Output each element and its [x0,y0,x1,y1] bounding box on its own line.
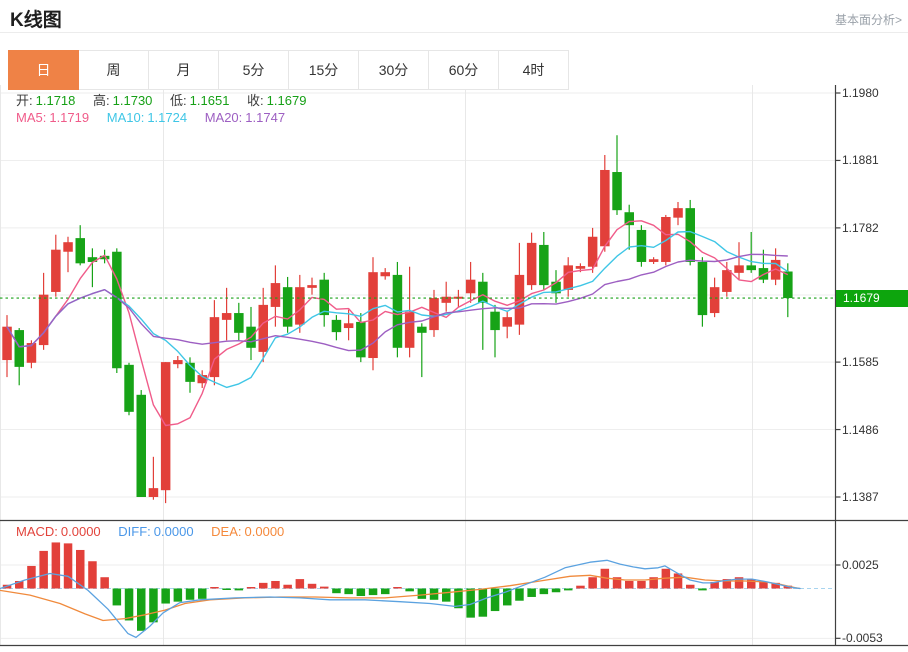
y-axis-label: 0.0025 [842,558,879,572]
ma10-label: MA10: [106,110,145,125]
page-title: K线图 [10,10,62,31]
low-value: 1.1651 [189,93,230,108]
macd-legend: MACD: 0.0000 DIFF: 0.0000 DEA: 0.0000 [16,524,287,539]
ma-legend: MA5: 1.1719 MA10: 1.1724 MA20: 1.1747 [16,110,288,125]
tab-15min[interactable]: 15分 [289,50,359,90]
open-value: 1.1718 [35,93,76,108]
tab-weekly[interactable]: 周 [79,50,149,90]
low-label: 低: [170,93,187,108]
dea-label: DEA: [211,524,242,539]
ma20-value: 1.1747 [245,110,286,125]
header-divider [0,32,908,33]
y-axis-label: 1.1486 [842,422,879,437]
tab-monthly[interactable]: 月 [149,50,219,90]
diff-label: DIFF: [118,524,151,539]
y-axis-label: 1.1980 [842,86,879,100]
interval-tabbar: 日周月 5分 15分 30分 60分 4时 [8,50,569,90]
y-axis-label: 1.1387 [842,490,879,504]
y-axis-label: -0.0053 [842,631,883,646]
diff-value: 0.0000 [153,524,194,539]
close-value: 1.1679 [266,93,307,108]
y-axis-label: 1.1881 [842,153,879,168]
macd-label: MACD: [16,524,58,539]
tab-5min[interactable]: 5分 [219,50,289,90]
ma5-label: MA5: [16,110,47,125]
high-label: 高: [93,93,110,108]
close-label: 收: [247,93,264,108]
last-price-badge: 1.1679 [836,289,908,307]
tab-60min[interactable]: 60分 [429,50,499,90]
ohlc-legend: 开: 1.1718 高: 1.1730 低: 1.1651 收: 1.1679 [16,90,309,109]
dea-value: 0.0000 [244,524,285,539]
fundamental-analysis-link[interactable]: 基本面分析> [834,13,902,27]
open-label: 开: [16,93,33,108]
y-axis-label: 1.1782 [842,220,879,235]
y-axis-label: 1.1585 [842,355,879,370]
tab-30min[interactable]: 30分 [359,50,429,90]
ma20-label: MA20: [204,110,243,125]
macd-value: 0.0000 [60,524,101,539]
tab-4hour[interactable]: 4时 [499,50,569,90]
ma5-value: 1.1719 [49,110,90,125]
high-value: 1.1730 [112,93,153,108]
ma10-value: 1.1724 [147,110,188,125]
tab-daily[interactable]: 日 [8,50,79,90]
